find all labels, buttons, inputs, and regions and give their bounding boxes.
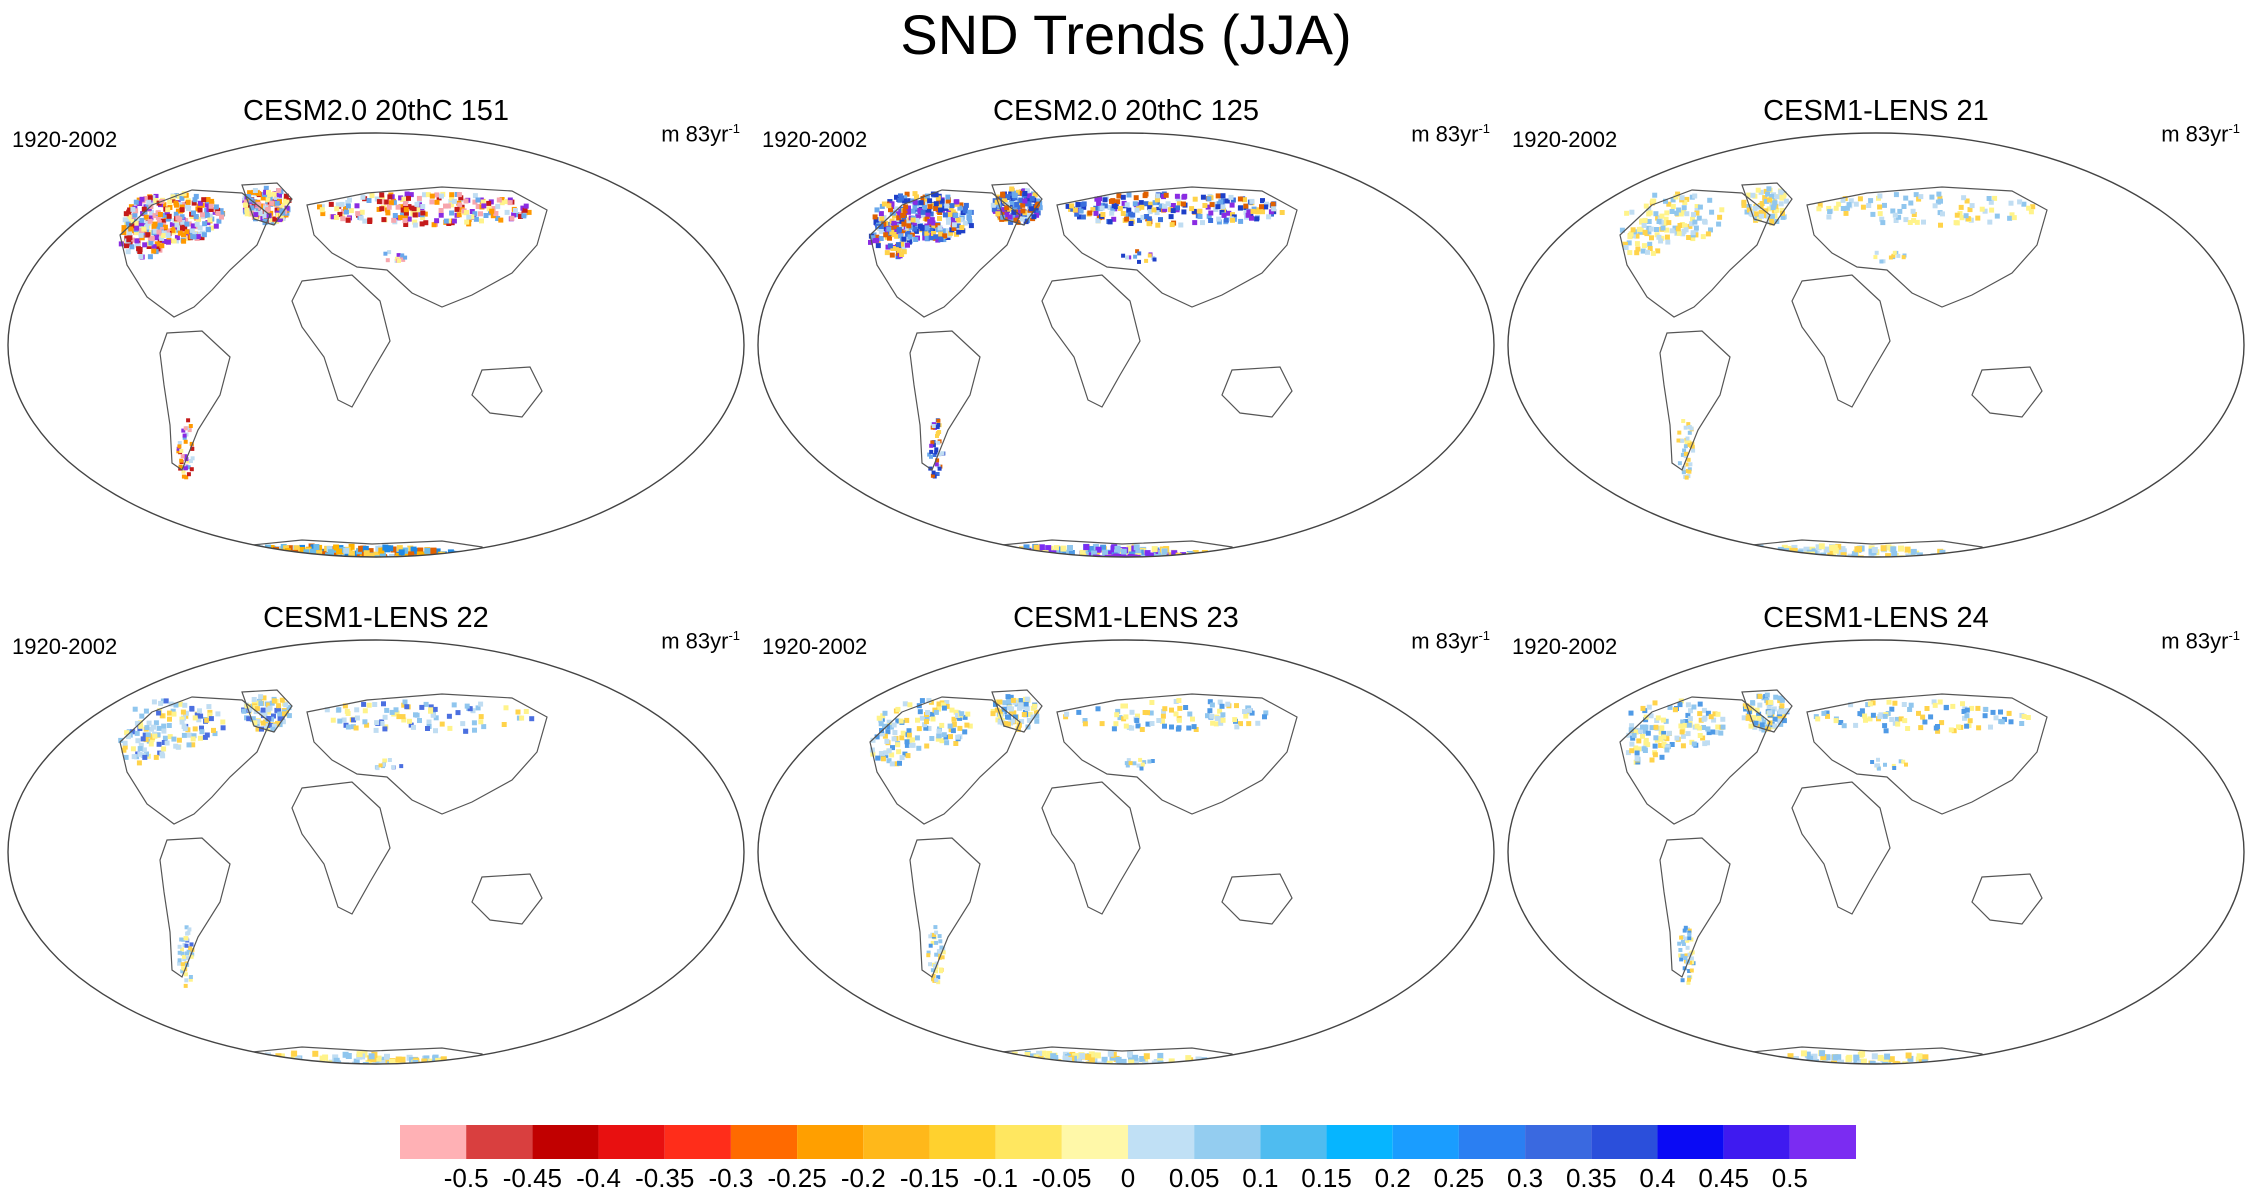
map-panel-1: CESM2.0 20thC 151 1920-2002 m 83yr-1 [2,95,750,595]
colorbar-tick-label: 0 [1120,1163,1136,1193]
colorbar-tick-label: -0.35 [635,1163,695,1193]
panel-title: CESM1-LENS 22 [263,602,489,634]
colorbar-tick-label: -0.05 [1032,1163,1092,1193]
colorbar-tick-label: -0.5 [443,1163,489,1193]
colorbar-box [1326,1125,1393,1159]
colorbar-box [532,1125,599,1159]
colorbar-box [1392,1125,1459,1159]
colorbar-box [797,1125,864,1159]
period-label: 1920-2002 [12,634,118,659]
colorbar-box [1657,1125,1724,1159]
colorbar-tick-label: 0.05 [1168,1163,1220,1193]
colorbar-box [863,1125,930,1159]
colorbar-box [466,1125,533,1159]
world-map [7,132,745,558]
colorbar-tick-label: -0.4 [576,1163,621,1193]
colorbar-tick-label: -0.1 [973,1163,1019,1193]
units-label: m 83yr-1 [661,628,740,654]
colorbar-tick-label: -0.45 [502,1163,562,1193]
colorbar-box [1128,1125,1195,1159]
colorbar-box [598,1125,665,1159]
period-label: 1920-2002 [1512,127,1618,152]
colorbar-tick-label: 0.4 [1639,1163,1676,1193]
world-map [1507,639,2245,1065]
main-title: SND Trends (JJA) [900,3,1352,66]
colorbar-tick-label: -0.2 [840,1163,886,1193]
map-panel-5: CESM1-LENS 23 1920-2002 m 83yr-1 [752,602,1500,1102]
colorbar-box [929,1125,996,1159]
colorbar [400,1125,1856,1159]
panel-title: CESM1-LENS 24 [1763,602,1989,634]
colorbar-box [664,1125,731,1159]
colorbar-tick-label: 0.5 [1771,1163,1808,1193]
world-map [757,132,1495,558]
colorbar-tick-label: -0.3 [708,1163,754,1193]
world-map [757,639,1495,1065]
world-map [1507,132,2245,558]
colorbar-tick-label: 0.15 [1301,1163,1352,1193]
panel-title: CESM1-LENS 21 [1763,95,1989,127]
colorbar-tick-label: 0.35 [1565,1163,1617,1193]
map-panel-6: CESM1-LENS 24 1920-2002 m 83yr-1 [1502,602,2250,1102]
map-panel-2: CESM2.0 20thC 125 1920-2002 m 83yr-1 [752,95,1500,595]
world-map [7,639,745,1065]
colorbar-box [1723,1125,1790,1159]
colorbar-box [1591,1125,1658,1159]
colorbar-box [400,1125,467,1159]
period-label: 1920-2002 [762,127,868,152]
panel-title: CESM2.0 20thC 151 [243,95,509,127]
colorbar-box [1061,1125,1128,1159]
units-label: m 83yr-1 [2161,121,2240,147]
colorbar-box [730,1125,798,1159]
colorbar-tick-label: -0.15 [899,1163,960,1193]
panel-title: CESM2.0 20thC 125 [993,95,1259,127]
units-label: m 83yr-1 [1411,628,1490,654]
map-panel-4: CESM1-LENS 22 1920-2002 m 83yr-1 [2,602,750,1102]
colorbar-tick-label: -0.25 [767,1163,827,1193]
units-label: m 83yr-1 [661,121,740,147]
colorbar-box [1458,1125,1526,1159]
colorbar-box [1260,1125,1327,1159]
colorbar-tick-label: 0.25 [1433,1163,1485,1193]
colorbar-tick-label: 0.3 [1507,1163,1544,1193]
period-label: 1920-2002 [12,127,118,152]
colorbar-box [1194,1125,1261,1159]
colorbar-box [995,1125,1062,1159]
units-label: m 83yr-1 [1411,121,1490,147]
colorbar-tick-label: 0.1 [1242,1163,1279,1193]
map-panel-3: CESM1-LENS 21 1920-2002 m 83yr-1 [1502,95,2250,595]
colorbar-tick-label: 0.45 [1698,1163,1749,1193]
colorbar-box [1525,1125,1592,1159]
panel-title: CESM1-LENS 23 [1013,602,1239,634]
period-label: 1920-2002 [762,634,868,659]
period-label: 1920-2002 [1512,634,1618,659]
units-label: m 83yr-1 [2161,628,2240,654]
colorbar-box [1789,1125,1856,1159]
colorbar-tick-label: 0.2 [1374,1163,1411,1193]
